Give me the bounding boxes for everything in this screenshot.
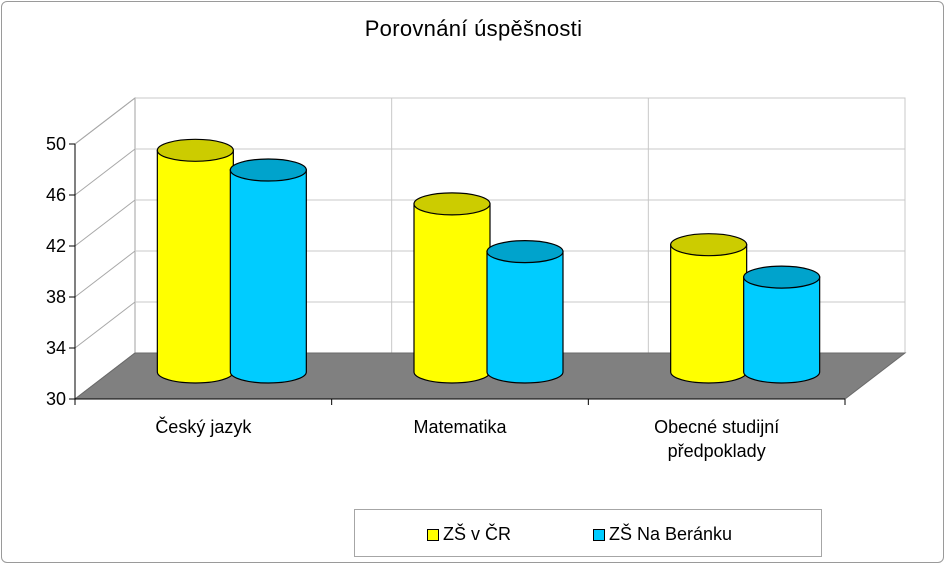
bar-body (743, 276, 821, 384)
legend-swatch-series-1 (427, 528, 439, 541)
x-category-label: Český jazyk (155, 416, 252, 437)
bar-body (229, 169, 307, 384)
bar-top (670, 233, 748, 257)
gridline-side-2 (74, 250, 136, 298)
legend-swatch-series-2 (593, 528, 605, 541)
y-tick-label: 30 (46, 389, 66, 409)
chart-legend: ZŠ v ČR ZŠ Na Beránku (354, 509, 822, 557)
legend-label-series-2: ZŠ Na Beránku (609, 524, 733, 544)
side-wall (74, 96, 136, 401)
chart-bars (156, 138, 821, 384)
legend-item-series-2: ZŠ Na Beránku (593, 524, 732, 545)
bar-1-3 (670, 233, 748, 384)
bar-body (670, 244, 748, 384)
x-category-label: Obecné studijní (654, 417, 779, 437)
bar-body (413, 203, 491, 384)
gridline-side-5 (74, 97, 136, 145)
gridline-side-1 (74, 301, 136, 349)
chart-axes (69, 143, 846, 405)
bar-body (156, 149, 234, 384)
bar-2-2 (486, 240, 564, 384)
x-category-label: Matematika (413, 417, 507, 437)
bar-2-1 (229, 158, 307, 384)
bar-top (229, 158, 307, 182)
y-tick-label: 42 (46, 236, 66, 256)
bar-top (743, 265, 821, 289)
y-tick-label: 50 (46, 134, 66, 154)
y-tick-label: 34 (46, 338, 66, 358)
bar-body (486, 251, 564, 384)
legend-label-series-1: ZŠ v ČR (443, 524, 512, 544)
legend-item-series-1: ZŠ v ČR (427, 524, 511, 545)
chart-title: Porovnání úspěšnosti (364, 16, 583, 41)
bar-top (156, 138, 234, 162)
bar-1-1 (156, 138, 234, 384)
chart-tick-labels: 30 34 38 42 46 50 Český jazyk Matematika Obecné … (46, 134, 779, 461)
y-tick-label: 38 (46, 287, 66, 307)
gridline-side-3 (74, 199, 136, 247)
bar-2-3 (743, 265, 821, 384)
y-tick-label: 46 (46, 185, 66, 205)
bar-top (486, 240, 564, 264)
bar-top (413, 192, 491, 216)
x-category-label: předpoklady (668, 441, 766, 461)
bar-1-2 (413, 192, 491, 384)
gridline-side-4 (74, 148, 136, 196)
